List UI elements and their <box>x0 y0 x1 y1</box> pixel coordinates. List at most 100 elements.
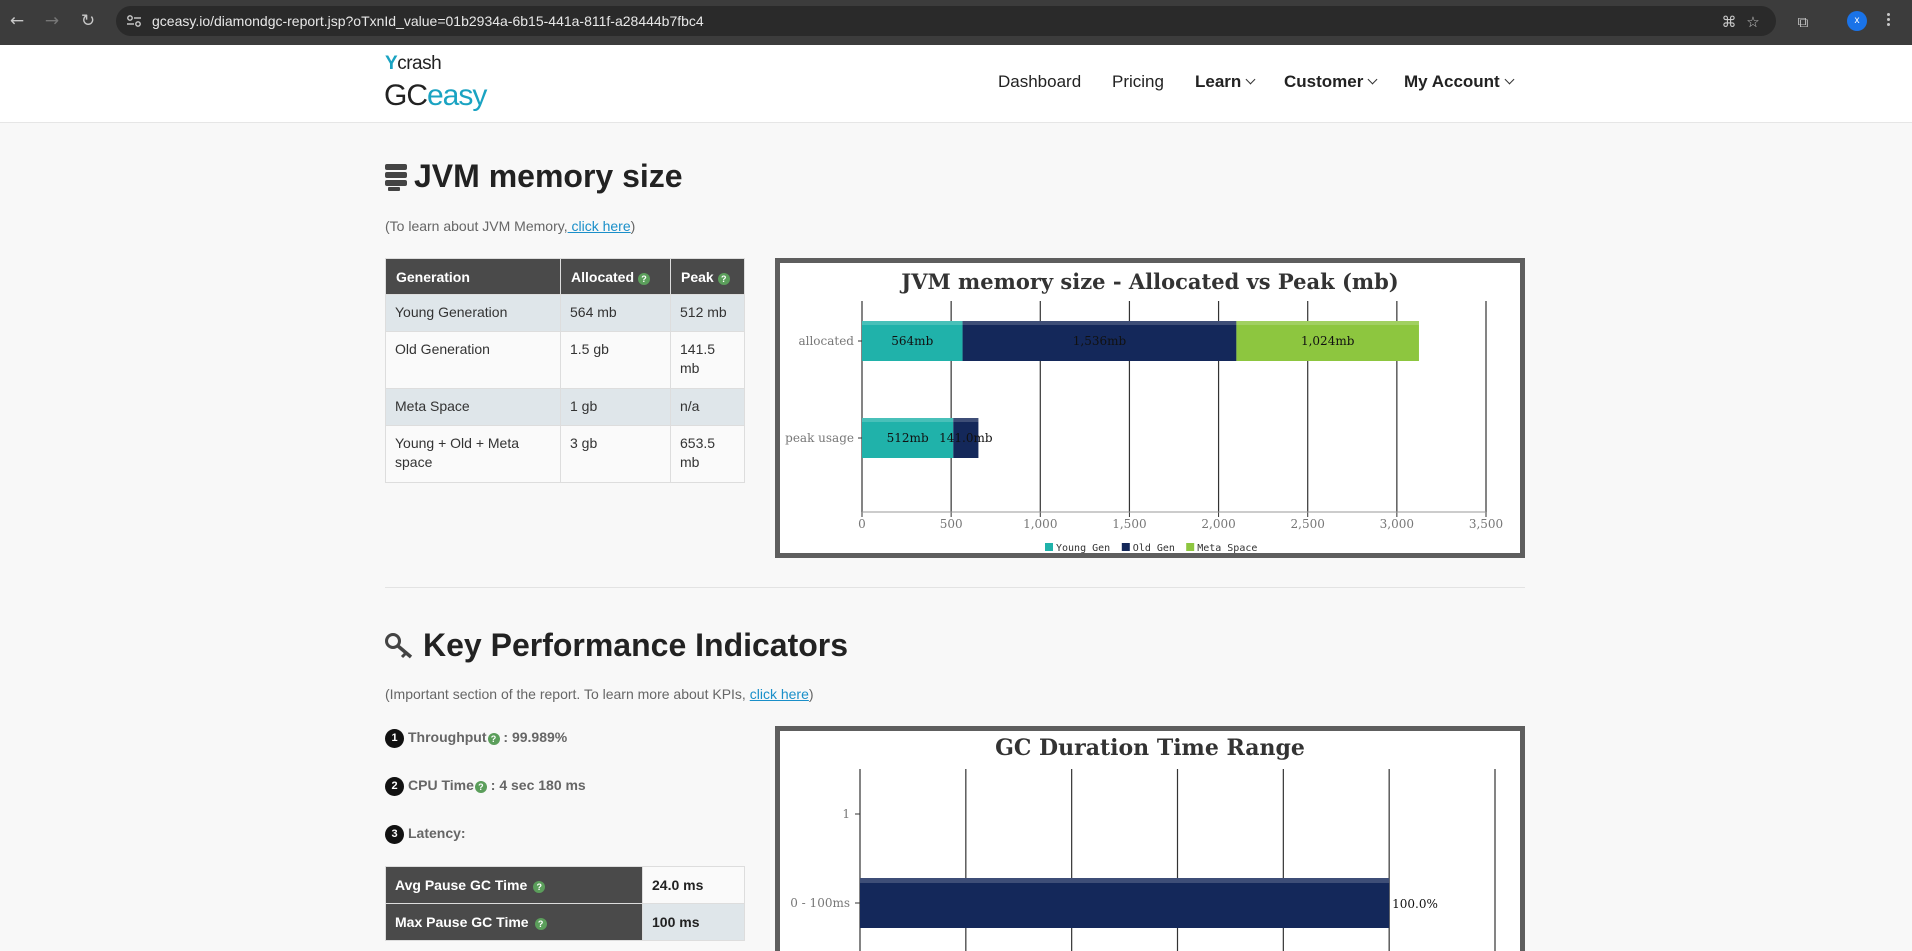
chart-title: GC Duration Time Range <box>995 735 1305 761</box>
kpi-number-badge: 1 <box>385 729 404 748</box>
help-icon[interactable]: ? <box>717 272 730 285</box>
chart-bar-highlight <box>953 418 979 422</box>
chart-bar-highlight <box>862 418 954 422</box>
cell-allocated: 1.5 gb <box>560 331 671 389</box>
col-peak: Peak? <box>670 258 745 295</box>
chart-bar <box>862 418 954 458</box>
database-icon <box>385 164 407 191</box>
cell-allocated: 564 mb <box>560 294 671 332</box>
logo-ycrash[interactable]: Ycrash <box>385 53 442 74</box>
memory-chart-frame: JVM memory size - Allocated vs Peak (mb)… <box>775 258 1525 558</box>
table-row: Avg Pause GC Time? 24.0 ms <box>385 866 745 904</box>
nav-my-account[interactable]: My Account <box>1404 72 1515 92</box>
site-settings-icon[interactable] <box>126 14 142 28</box>
table-row: Young + Old + Meta space 3 gb 653.5 mb <box>385 425 745 483</box>
nav-dashboard[interactable]: Dashboard <box>998 72 1082 91</box>
extensions-icon[interactable]: ⧉ <box>1797 13 1809 31</box>
memory-learn-link[interactable]: click here <box>567 218 631 234</box>
table-row: Young Generation 564 mb 512 mb <box>385 294 745 332</box>
kpi-learn-link[interactable]: click here <box>749 686 809 702</box>
y-tick-label: 1 <box>842 807 850 821</box>
nav-learn[interactable]: Learn <box>1195 72 1256 92</box>
cell-value: 24.0 ms <box>642 866 745 904</box>
chevron-down-icon <box>1504 74 1515 85</box>
memory-table: Generation Allocated? Peak? Young Genera… <box>385 258 745 483</box>
chevron-down-icon <box>1367 74 1378 85</box>
cell-allocated: 1 gb <box>560 388 671 426</box>
key-icon <box>385 633 413 659</box>
browser-menu-icon[interactable] <box>1885 11 1891 31</box>
x-tick-label: 2,500 <box>1291 517 1325 531</box>
data-label: 564mb <box>891 334 933 348</box>
kpi-latency: 3 Latency: <box>385 825 466 844</box>
chart-title: JVM memory size - Allocated vs Peak (mb) <box>899 269 1398 294</box>
x-tick-label: 3,500 <box>1469 517 1503 531</box>
cell-generation: Young Generation <box>385 294 561 332</box>
latency-table: Avg Pause GC Time? 24.0 ms Max Pause GC … <box>385 866 745 941</box>
nav-pricing[interactable]: Pricing <box>1112 72 1164 91</box>
data-label: 1,024mb <box>1301 334 1355 348</box>
address-bar[interactable]: gceasy.io/diamondgc-report.jsp?oTxnId_va… <box>116 6 1776 36</box>
chart-bar-highlight <box>860 878 1390 883</box>
y-tick-label: allocated <box>798 334 854 348</box>
chart-bar-highlight <box>862 321 963 325</box>
logo-gceasy[interactable]: GCeasy <box>384 79 487 112</box>
kpi-number-badge: 3 <box>385 825 404 844</box>
cell-generation: Young + Old + Meta space <box>385 425 561 483</box>
data-label: 1,536mb <box>1073 334 1127 348</box>
back-icon[interactable]: ← <box>9 11 25 31</box>
chart-bar <box>860 878 1390 928</box>
x-tick-label: 500 <box>940 517 963 531</box>
cell-generation: Old Generation <box>385 331 561 389</box>
kpi-learn-note: (Important section of the report. To lea… <box>385 686 814 702</box>
section-title-memory: JVM memory size <box>414 158 683 194</box>
x-tick-label: 2,000 <box>1201 517 1235 531</box>
legend-swatch <box>1186 543 1195 551</box>
kpi-number-badge: 2 <box>385 777 404 796</box>
table-row: Old Generation 1.5 gb 141.5 mb <box>385 331 745 389</box>
table-header-row: Generation Allocated? Peak? <box>385 258 745 295</box>
browser-toolbar: ← → ↻ gceasy.io/diamondgc-report.jsp?oTx… <box>0 0 1912 45</box>
table-row: Meta Space 1 gb n/a <box>385 388 745 426</box>
chevron-down-icon <box>1245 74 1256 85</box>
cell-key: Avg Pause GC Time? <box>385 866 643 904</box>
help-icon[interactable]: ? <box>534 918 547 930</box>
chart-bar <box>962 321 1237 361</box>
help-icon[interactable]: ? <box>533 881 546 893</box>
x-tick-label: 3,000 <box>1380 517 1414 531</box>
memory-learn-note: (To learn about JVM Memory, click here) <box>385 218 636 234</box>
nav-customer[interactable]: Customer <box>1284 72 1378 92</box>
cell-peak: n/a <box>670 388 745 426</box>
site-header: Ycrash GCeasy Dashboard Pricing Learn Cu… <box>0 45 1912 123</box>
help-icon[interactable]: ? <box>474 781 487 793</box>
data-label: 100.0% <box>1392 897 1438 911</box>
cell-generation: Meta Space <box>385 388 561 426</box>
col-allocated: Allocated? <box>560 258 671 295</box>
gc-duration-chart: GC Duration Time Range 1 0 - 100ms 100.0% <box>790 735 1496 951</box>
help-icon[interactable]: ? <box>487 733 500 745</box>
cell-peak: 512 mb <box>670 294 745 332</box>
help-icon[interactable]: ? <box>638 272 651 285</box>
reload-icon[interactable]: ↻ <box>80 11 96 31</box>
chart-bar <box>1236 321 1419 361</box>
x-tick-label: 1,500 <box>1112 517 1146 531</box>
cell-key: Max Pause GC Time? <box>385 903 643 941</box>
memory-chart: JVM memory size - Allocated vs Peak (mb)… <box>785 269 1503 554</box>
data-label: 141.0mb <box>939 431 993 445</box>
legend-label: Meta Space <box>1197 543 1257 553</box>
forward-icon[interactable]: → <box>44 11 60 31</box>
y-tick-label: 0 - 100ms <box>790 896 850 910</box>
x-tick-label: 0 <box>858 517 866 531</box>
legend-label: Young Gen <box>1056 543 1110 553</box>
legend-swatch <box>1045 543 1053 551</box>
gc-duration-chart-frame: GC Duration Time Range 1 0 - 100ms 100.0% <box>775 726 1525 951</box>
chart-bar-highlight <box>962 321 1237 325</box>
bookmark-star-icon[interactable]: ☆ <box>1746 13 1760 31</box>
translate-icon[interactable]: ⌘ <box>1721 13 1737 31</box>
section-divider <box>385 587 1525 588</box>
kpi-throughput: 1 Throughput? : 99.989% <box>385 729 567 748</box>
url-text[interactable]: gceasy.io/diamondgc-report.jsp?oTxnId_va… <box>152 13 704 29</box>
profile-avatar[interactable]: x <box>1847 11 1867 31</box>
kpi-cpu-time: 2 CPU Time? : 4 sec 180 ms <box>385 777 586 796</box>
chart-bar <box>953 418 979 458</box>
